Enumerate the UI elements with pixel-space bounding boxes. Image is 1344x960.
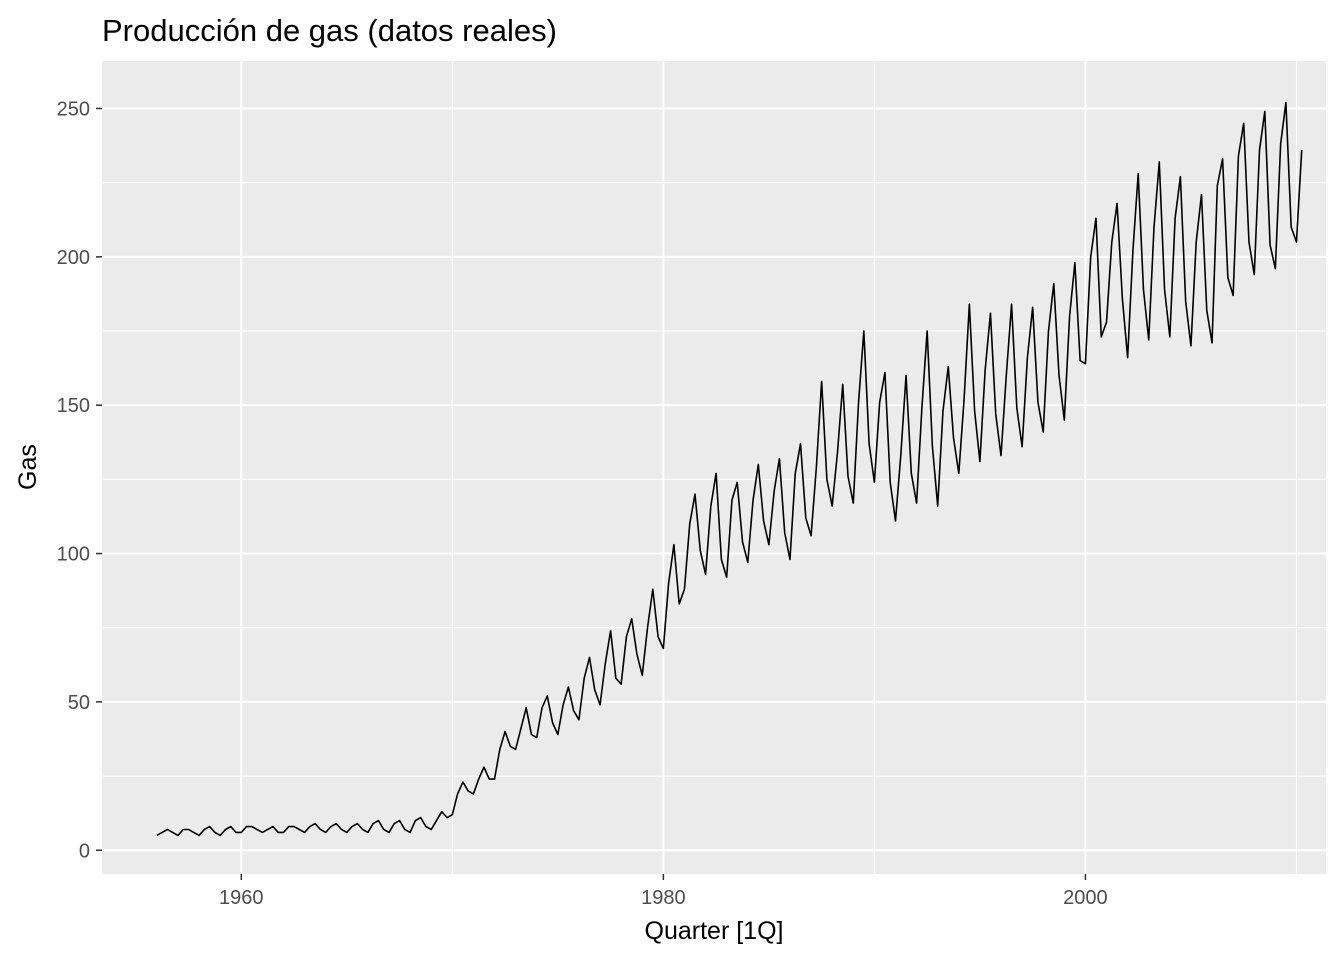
y-tick-label: 50: [68, 692, 90, 714]
x-axis-ticks: 1960 1980 2000: [219, 874, 1108, 909]
y-tick-label: 200: [57, 247, 90, 269]
series-line: [156, 101, 1303, 837]
chart-title: Producción de gas (datos reales): [102, 13, 557, 48]
major-gridlines: [102, 61, 1326, 874]
x-tick-label: 1960: [219, 887, 264, 909]
y-tick-label: 100: [57, 544, 90, 566]
y-axis-label: Gas: [14, 444, 42, 490]
y-tick-label: 150: [57, 395, 90, 417]
y-tick-label: 250: [57, 98, 90, 120]
y-axis-ticks: 0 50 100 150 200 250: [57, 98, 102, 862]
x-axis-label: Quarter [1Q]: [645, 917, 784, 945]
x-tick-label: 1980: [641, 887, 686, 909]
minor-gridlines: [102, 61, 1326, 874]
plot-panel: [102, 61, 1326, 874]
x-tick-label: 2000: [1063, 887, 1108, 909]
y-tick-label: 0: [79, 840, 90, 862]
